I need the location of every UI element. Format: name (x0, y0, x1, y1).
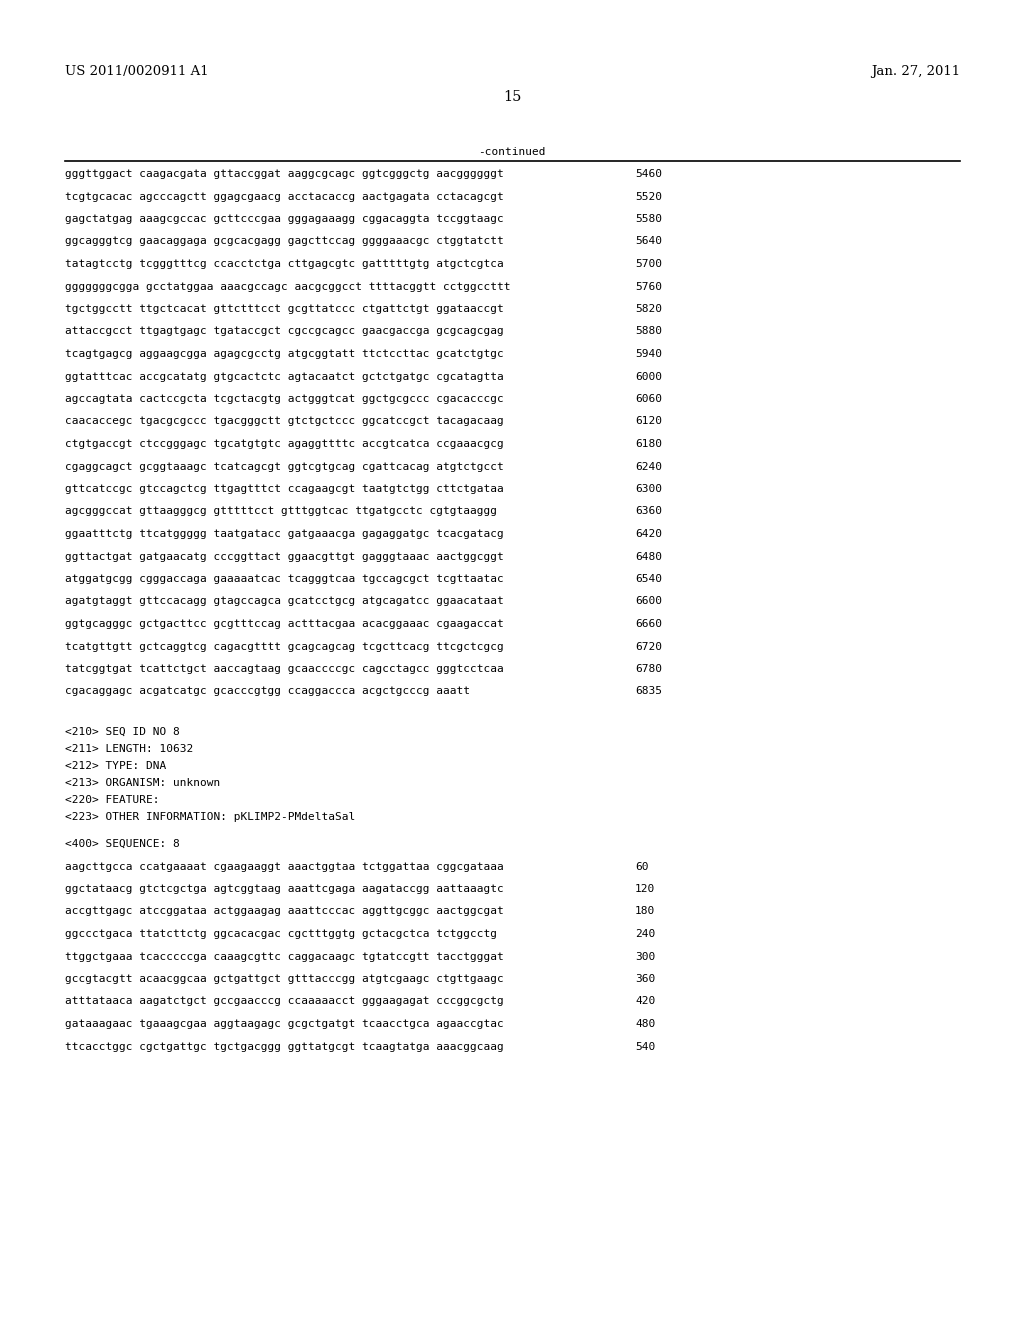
Text: tgctggcctt ttgctcacat gttctttcct gcgttatccc ctgattctgt ggataaccgt: tgctggcctt ttgctcacat gttctttcct gcgttat… (65, 304, 504, 314)
Text: 6780: 6780 (635, 664, 662, 675)
Text: 5640: 5640 (635, 236, 662, 247)
Text: agccagtata cactccgcta tcgctacgtg actgggtcat ggctgcgccc cgacacccgc: agccagtata cactccgcta tcgctacgtg actgggt… (65, 393, 504, 404)
Text: ctgtgaccgt ctccgggagc tgcatgtgtc agaggttttc accgtcatca ccgaaacgcg: ctgtgaccgt ctccgggagc tgcatgtgtc agaggtt… (65, 440, 504, 449)
Text: atggatgcgg cgggaccaga gaaaaatcac tcagggtcaa tgccagcgct tcgttaatac: atggatgcgg cgggaccaga gaaaaatcac tcagggt… (65, 574, 504, 583)
Text: gccgtacgtt acaacggcaa gctgattgct gtttacccgg atgtcgaagc ctgttgaagc: gccgtacgtt acaacggcaa gctgattgct gtttacc… (65, 974, 504, 983)
Text: 6660: 6660 (635, 619, 662, 630)
Text: ttcacctggc cgctgattgc tgctgacggg ggttatgcgt tcaagtatga aaacggcaag: ttcacctggc cgctgattgc tgctgacggg ggttatg… (65, 1041, 504, 1052)
Text: 6180: 6180 (635, 440, 662, 449)
Text: 6600: 6600 (635, 597, 662, 606)
Text: ttggctgaaa tcacccccga caaagcgttc caggacaagc tgtatccgtt tacctgggat: ttggctgaaa tcacccccga caaagcgttc caggaca… (65, 952, 504, 961)
Text: 5520: 5520 (635, 191, 662, 202)
Text: tcatgttgtt gctcaggtcg cagacgtttt gcagcagcag tcgcttcacg ttcgctcgcg: tcatgttgtt gctcaggtcg cagacgtttt gcagcag… (65, 642, 504, 652)
Text: 180: 180 (635, 907, 655, 916)
Text: 120: 120 (635, 884, 655, 894)
Text: ggcagggtcg gaacaggaga gcgcacgagg gagcttccag ggggaaacgc ctggtatctt: ggcagggtcg gaacaggaga gcgcacgagg gagcttc… (65, 236, 504, 247)
Text: 5940: 5940 (635, 348, 662, 359)
Text: 6480: 6480 (635, 552, 662, 561)
Text: tcgtgcacac agcccagctt ggagcgaacg acctacaccg aactgagata cctacagcgt: tcgtgcacac agcccagctt ggagcgaacg acctaca… (65, 191, 504, 202)
Text: ggctataacg gtctcgctga agtcggtaag aaattcgaga aagataccgg aattaaagtc: ggctataacg gtctcgctga agtcggtaag aaattcg… (65, 884, 504, 894)
Text: 60: 60 (635, 862, 648, 871)
Text: gggggggcgga gcctatggaa aaacgccagc aacgcggcct ttttacggtt cctggccttt: gggggggcgga gcctatggaa aaacgccagc aacgcg… (65, 281, 511, 292)
Text: 5880: 5880 (635, 326, 662, 337)
Text: 6540: 6540 (635, 574, 662, 583)
Text: -continued: -continued (478, 147, 546, 157)
Text: cgaggcagct gcggtaaagc tcatcagcgt ggtcgtgcag cgattcacag atgtctgcct: cgaggcagct gcggtaaagc tcatcagcgt ggtcgtg… (65, 462, 504, 471)
Text: gagctatgag aaagcgccac gcttcccgaa gggagaaagg cggacaggta tccggtaagc: gagctatgag aaagcgccac gcttcccgaa gggagaa… (65, 214, 504, 224)
Text: gggttggact caagacgata gttaccggat aaggcgcagc ggtcgggctg aacggggggt: gggttggact caagacgata gttaccggat aaggcgc… (65, 169, 504, 180)
Text: <213> ORGANISM: unknown: <213> ORGANISM: unknown (65, 777, 220, 788)
Text: 6300: 6300 (635, 484, 662, 494)
Text: agatgtaggt gttccacagg gtagccagca gcatcctgcg atgcagatcc ggaacataat: agatgtaggt gttccacagg gtagccagca gcatcct… (65, 597, 504, 606)
Text: cgacaggagc acgatcatgc gcacccgtgg ccaggaccca acgctgcccg aaatt: cgacaggagc acgatcatgc gcacccgtgg ccaggac… (65, 686, 470, 697)
Text: 300: 300 (635, 952, 655, 961)
Text: 6420: 6420 (635, 529, 662, 539)
Text: 6120: 6120 (635, 417, 662, 426)
Text: ggttactgat gatgaacatg cccggttact ggaacgttgt gagggtaaac aactggcggt: ggttactgat gatgaacatg cccggttact ggaacgt… (65, 552, 504, 561)
Text: tcagtgagcg aggaagcgga agagcgcctg atgcggtatt ttctccttac gcatctgtgc: tcagtgagcg aggaagcgga agagcgcctg atgcggt… (65, 348, 504, 359)
Text: 6720: 6720 (635, 642, 662, 652)
Text: <212> TYPE: DNA: <212> TYPE: DNA (65, 762, 166, 771)
Text: 480: 480 (635, 1019, 655, 1030)
Text: gttcatccgc gtccagctcg ttgagtttct ccagaagcgt taatgtctgg cttctgataa: gttcatccgc gtccagctcg ttgagtttct ccagaag… (65, 484, 504, 494)
Text: 5700: 5700 (635, 259, 662, 269)
Text: ggaatttctg ttcatggggg taatgatacc gatgaaacga gagaggatgc tcacgatacg: ggaatttctg ttcatggggg taatgatacc gatgaaa… (65, 529, 504, 539)
Text: attaccgcct ttgagtgagc tgataccgct cgccgcagcc gaacgaccga gcgcagcgag: attaccgcct ttgagtgagc tgataccgct cgccgca… (65, 326, 504, 337)
Text: 5760: 5760 (635, 281, 662, 292)
Text: 6360: 6360 (635, 507, 662, 516)
Text: 6835: 6835 (635, 686, 662, 697)
Text: accgttgagc atccggataa actggaagag aaattcccac aggttgcggc aactggcgat: accgttgagc atccggataa actggaagag aaattcc… (65, 907, 504, 916)
Text: 360: 360 (635, 974, 655, 983)
Text: caacaccegc tgacgcgccc tgacgggctt gtctgctccc ggcatccgct tacagacaag: caacaccegc tgacgcgccc tgacgggctt gtctgct… (65, 417, 504, 426)
Text: tatcggtgat tcattctgct aaccagtaag gcaaccccgc cagcctagcc gggtcctcaa: tatcggtgat tcattctgct aaccagtaag gcaaccc… (65, 664, 504, 675)
Text: <210> SEQ ID NO 8: <210> SEQ ID NO 8 (65, 727, 180, 737)
Text: aagcttgcca ccatgaaaat cgaagaaggt aaactggtaa tctggattaa cggcgataaa: aagcttgcca ccatgaaaat cgaagaaggt aaactgg… (65, 862, 504, 871)
Text: tatagtcctg tcgggtttcg ccacctctga cttgagcgtc gatttttgtg atgctcgtca: tatagtcctg tcgggtttcg ccacctctga cttgagc… (65, 259, 504, 269)
Text: <211> LENGTH: 10632: <211> LENGTH: 10632 (65, 744, 194, 754)
Text: US 2011/0020911 A1: US 2011/0020911 A1 (65, 65, 209, 78)
Text: 6240: 6240 (635, 462, 662, 471)
Text: gataaagaac tgaaagcgaa aggtaagagc gcgctgatgt tcaacctgca agaaccgtac: gataaagaac tgaaagcgaa aggtaagagc gcgctga… (65, 1019, 504, 1030)
Text: agcgggccat gttaagggcg gtttttcct gtttggtcac ttgatgcctc cgtgtaaggg: agcgggccat gttaagggcg gtttttcct gtttggtc… (65, 507, 497, 516)
Text: ggtgcagggc gctgacttcc gcgtttccag actttacgaa acacggaaac cgaagaccat: ggtgcagggc gctgacttcc gcgtttccag actttac… (65, 619, 504, 630)
Text: 420: 420 (635, 997, 655, 1006)
Text: 5580: 5580 (635, 214, 662, 224)
Text: atttataaca aagatctgct gccgaacccg ccaaaaacct gggaagagat cccggcgctg: atttataaca aagatctgct gccgaacccg ccaaaaa… (65, 997, 504, 1006)
Text: 5460: 5460 (635, 169, 662, 180)
Text: 15: 15 (503, 90, 521, 104)
Text: 240: 240 (635, 929, 655, 939)
Text: 6000: 6000 (635, 371, 662, 381)
Text: <220> FEATURE:: <220> FEATURE: (65, 795, 160, 805)
Text: Jan. 27, 2011: Jan. 27, 2011 (870, 65, 961, 78)
Text: 6060: 6060 (635, 393, 662, 404)
Text: ggccctgaca ttatcttctg ggcacacgac cgctttggtg gctacgctca tctggcctg: ggccctgaca ttatcttctg ggcacacgac cgctttg… (65, 929, 497, 939)
Text: <400> SEQUENCE: 8: <400> SEQUENCE: 8 (65, 840, 180, 849)
Text: <223> OTHER INFORMATION: pKLIMP2-PMdeltaSal: <223> OTHER INFORMATION: pKLIMP2-PMdelta… (65, 812, 355, 822)
Text: 540: 540 (635, 1041, 655, 1052)
Text: ggtatttcac accgcatatg gtgcactctc agtacaatct gctctgatgc cgcatagtta: ggtatttcac accgcatatg gtgcactctc agtacaa… (65, 371, 504, 381)
Text: 5820: 5820 (635, 304, 662, 314)
